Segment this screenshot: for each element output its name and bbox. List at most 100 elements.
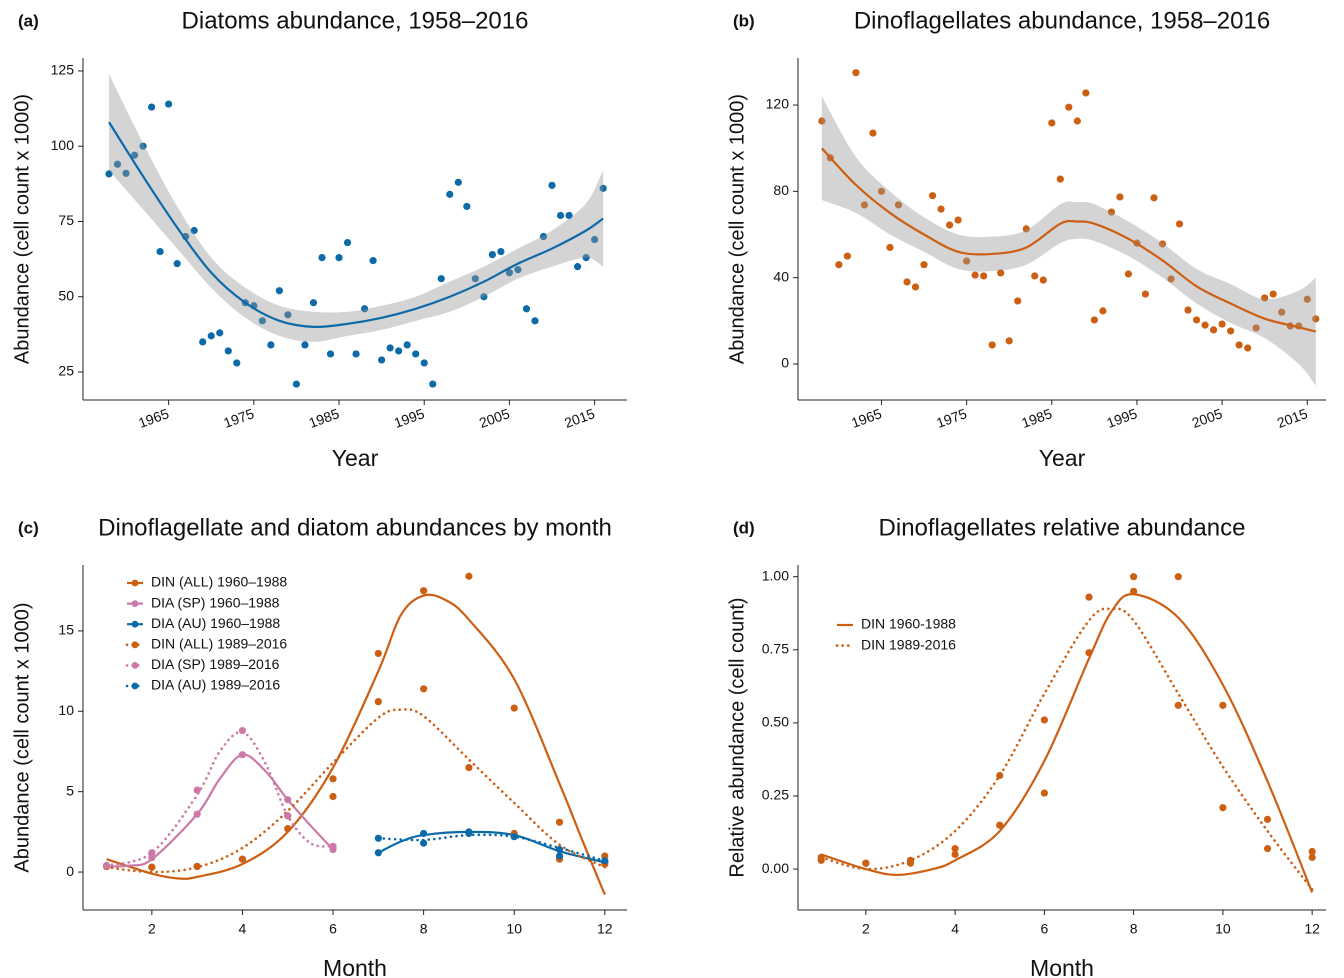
data-point [1261,294,1269,302]
data-point [488,250,496,259]
panel: (a) Diatoms abundance, 1958–2016 Year Abund… [11,7,627,471]
data-point [894,201,903,209]
data-point [1039,276,1047,284]
data-point [284,311,292,319]
data-point [1278,308,1286,316]
smooth-line [105,730,335,867]
data-point [378,356,386,364]
data-point [556,211,565,220]
data-point [1235,341,1243,349]
data-point [238,726,247,735]
y-tick-label: 0.00 [762,860,789,876]
y-tick-label: 15 [58,622,74,638]
y-tick-label: 100 [51,137,75,153]
data-point [951,845,959,853]
x-tick-label: 2 [862,921,870,937]
panel-label: (a) [18,11,39,30]
data-point [980,272,988,280]
data-point [1031,272,1039,280]
data-point [555,818,564,826]
x-tick-label: 4 [239,921,247,937]
data-point [997,269,1005,277]
x-tick-label: 1995 [1104,405,1139,431]
y-tick-label: 80 [773,182,789,198]
x-tick-label: 2015 [1275,405,1310,431]
x-tick-label: 6 [1040,921,1048,937]
data-point [573,263,582,271]
data-point [238,751,247,759]
legend-label: DIN (ALL) 1989–2016 [151,636,287,652]
x-axis-label: Year [332,445,379,471]
data-point [817,853,825,861]
y-tick-label: 0.50 [762,714,789,730]
data-point [1130,587,1138,595]
data-point [465,763,473,772]
data-point [267,341,275,349]
chart-title: Diatoms abundance, 1958–2016 [182,7,529,34]
data-point [165,100,173,108]
y-tick-label: 125 [51,62,75,78]
data-point [1085,649,1093,657]
data-point [601,857,609,865]
data-point [1141,290,1150,298]
data-point [374,698,382,706]
data-point [284,825,292,833]
x-tick-label: 10 [1215,921,1231,937]
data-point [1192,316,1201,324]
data-point [582,254,590,262]
data-point [843,252,851,260]
y-axis-label: Abundance (cell count x 1000) [11,94,33,364]
data-point [1005,337,1013,345]
data-point [954,216,962,224]
y-tick-label: 0 [66,863,74,879]
data-point [420,829,428,838]
data-point [1227,327,1235,335]
data-point [190,226,198,235]
data-point [1056,175,1064,183]
data-point [374,834,382,842]
data-point [1090,316,1098,324]
data-point [1308,847,1316,856]
data-point [877,187,886,195]
data-point [945,221,954,229]
x-tick-label: 1985 [307,405,342,431]
x-tick-label: 2015 [562,405,597,431]
data-point [471,275,479,283]
data-point [1040,789,1048,797]
panel-label: (b) [733,11,755,30]
legend-label: DIA (AU) 1960–1988 [151,615,280,631]
x-axis-label: Year [1039,445,1086,471]
legend-label: DIN (ALL) 1960–1988 [151,574,287,590]
legend-marker [131,682,139,690]
x-tick-label: 1975 [221,405,256,431]
data-point [1252,324,1260,332]
data-point [284,812,292,820]
y-axis-label: Abundance (cell count x 1000) [726,94,748,364]
data-point [284,796,292,804]
data-point [309,299,318,307]
data-point [369,257,377,265]
y-tick-label: 0.75 [762,640,789,656]
data-point [463,202,471,211]
y-tick-label: 0.25 [762,787,789,803]
data-point [555,845,564,854]
panel: (d) Dinoflagellates relative abundance Mon… [726,514,1326,978]
data-point [1073,117,1081,125]
data-point [148,863,156,871]
panel-label: (d) [733,518,755,537]
data-point [352,350,360,358]
y-tick-label: 5 [66,782,74,798]
data-point [522,305,531,313]
data-point [207,332,215,340]
smooth-line [819,607,1314,891]
data-point [429,380,437,388]
x-axis-label: Month [323,955,387,978]
data-point [301,341,309,349]
x-tick-label: 2 [148,921,156,937]
data-point [903,278,911,286]
x-tick-label: 1965 [849,405,884,431]
data-point [446,190,454,198]
data-point [1218,320,1226,328]
smooth-line [106,753,334,868]
data-point [329,775,337,783]
